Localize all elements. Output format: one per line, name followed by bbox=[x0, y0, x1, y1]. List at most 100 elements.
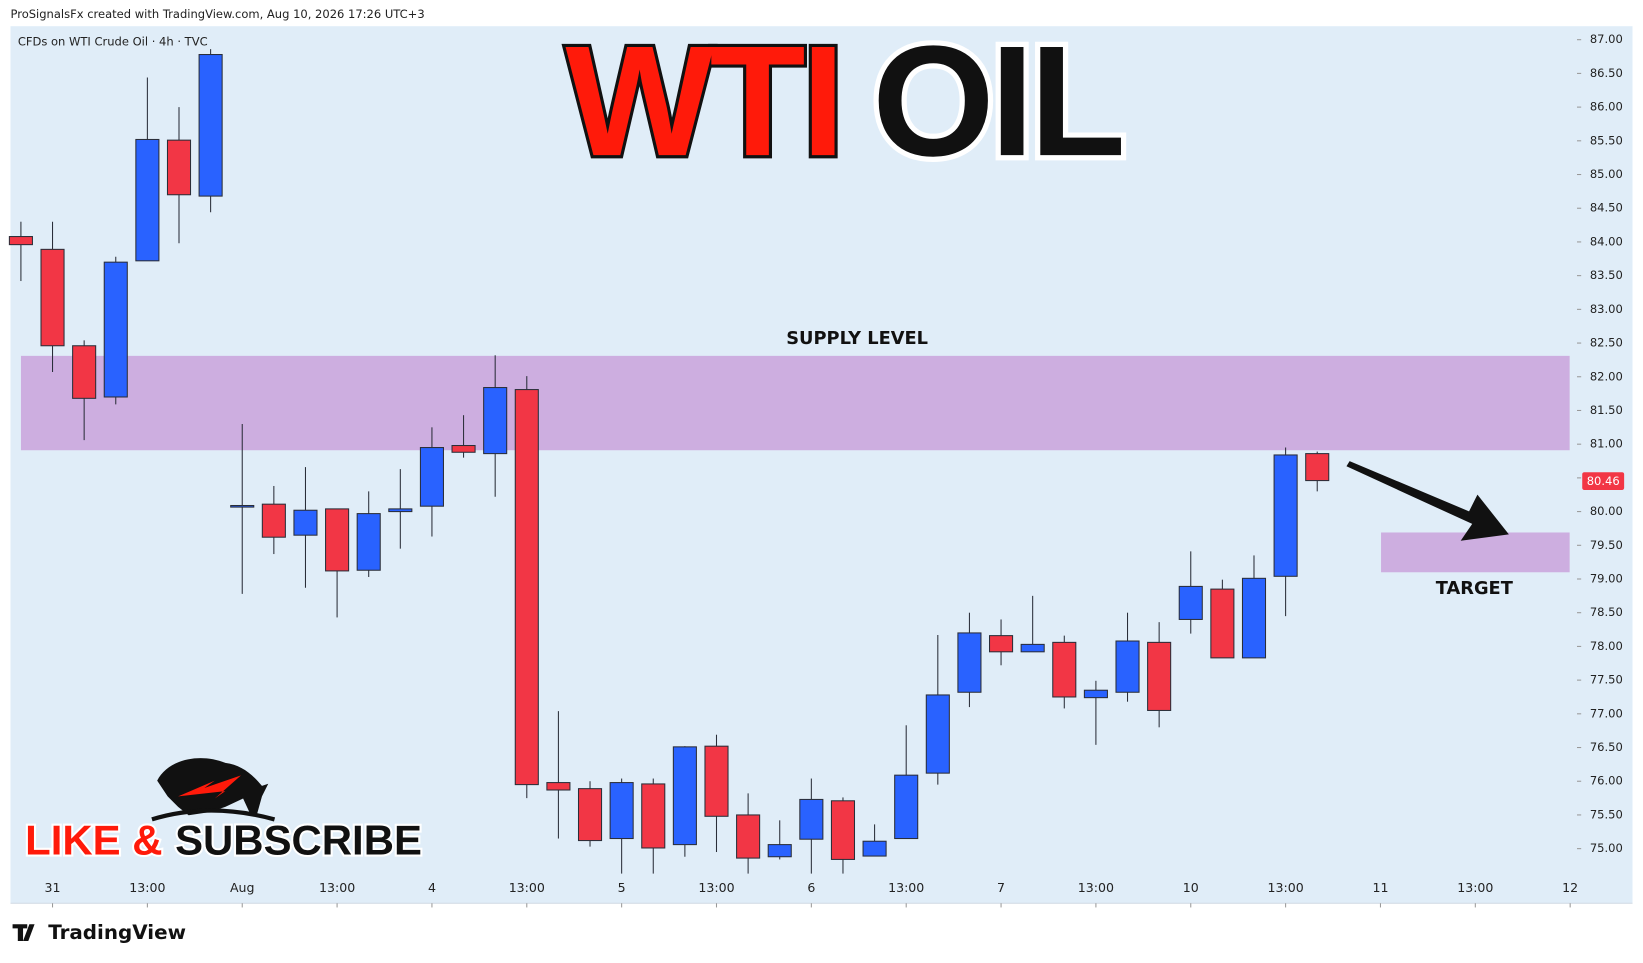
bull-bear-logo bbox=[151, 758, 276, 822]
candle-body bbox=[736, 814, 761, 859]
candle-body bbox=[1178, 585, 1203, 620]
candle-body bbox=[40, 248, 65, 347]
arrow bbox=[1346, 461, 1509, 541]
candle-body bbox=[989, 635, 1014, 653]
candle-body bbox=[1305, 453, 1330, 482]
tv-logo: TradingView bbox=[12, 921, 186, 944]
last-price-label: 80.46 bbox=[1587, 474, 1620, 488]
footer-logo: TradingView bbox=[48, 921, 186, 944]
x-tick-label: 5 bbox=[618, 880, 626, 895]
candle-body bbox=[546, 782, 571, 791]
candle-body bbox=[862, 840, 887, 857]
y-tick-label: 79.00 bbox=[1590, 571, 1623, 585]
candle-body bbox=[325, 508, 350, 572]
symbol: CFDs on WTI Crude Oil · 4h · TVC bbox=[18, 34, 208, 48]
candle-body bbox=[1273, 454, 1298, 577]
y-tick-label: 78.00 bbox=[1590, 639, 1623, 653]
candle-body bbox=[672, 746, 697, 846]
header: ProSignalsFx created with TradingView.co… bbox=[10, 7, 424, 21]
y-tick-label: 82.50 bbox=[1590, 336, 1623, 350]
candle-body bbox=[72, 345, 97, 399]
zone-label: TARGET bbox=[1436, 578, 1514, 599]
cta-part: SUBSCRIBE bbox=[175, 817, 422, 864]
x-tick-label: 13:00 bbox=[129, 880, 165, 895]
y-tick-label: 87.00 bbox=[1590, 32, 1623, 46]
candle-body bbox=[577, 788, 603, 842]
candle-body bbox=[641, 783, 666, 849]
x-tick-label: 4 bbox=[428, 880, 436, 895]
x-tick-label: 31 bbox=[45, 880, 61, 895]
y-tick-label: 76.50 bbox=[1590, 740, 1623, 754]
y-tick-label: 86.00 bbox=[1590, 100, 1623, 114]
candle-body bbox=[261, 503, 286, 538]
zone bbox=[20, 355, 1570, 451]
y-tick-label: 75.00 bbox=[1590, 841, 1623, 855]
candle-body bbox=[1083, 689, 1108, 699]
candle-body bbox=[1241, 577, 1267, 659]
zone-label: SUPPLY LEVEL bbox=[786, 328, 928, 349]
y-tick-label: 83.00 bbox=[1590, 302, 1623, 316]
candle-body bbox=[514, 389, 539, 786]
zones: SUPPLY LEVEL TARGET bbox=[20, 328, 1570, 599]
candle-body bbox=[483, 387, 508, 455]
candle-body bbox=[830, 800, 856, 860]
plot-area bbox=[10, 26, 1633, 904]
y-tick-label: 84.00 bbox=[1590, 234, 1623, 248]
y-tick-label: 84.50 bbox=[1590, 201, 1623, 215]
candle-body bbox=[230, 504, 255, 508]
candle-body bbox=[1020, 643, 1045, 653]
y-tick-label: 81.50 bbox=[1590, 403, 1623, 417]
title-part: OIL bbox=[872, 14, 1122, 189]
titles: WTI OIL LIKE & SUBSCRIBE bbox=[23, 8, 1131, 865]
zone bbox=[1381, 532, 1570, 573]
y-tick-label: 75.50 bbox=[1590, 807, 1623, 821]
candle-body bbox=[356, 513, 381, 571]
candle-body bbox=[419, 447, 444, 507]
candle-body bbox=[609, 782, 634, 840]
y-tick-label: 85.00 bbox=[1590, 167, 1623, 181]
x-tick-label: 13:00 bbox=[1078, 880, 1114, 895]
y-tick-label: 83.50 bbox=[1590, 268, 1623, 282]
y-tick-label: 80.00 bbox=[1590, 504, 1623, 518]
candles bbox=[8, 49, 1330, 874]
chart-title: WTI OIL bbox=[565, 14, 1121, 189]
candle-body bbox=[198, 54, 223, 197]
last-price-box bbox=[1582, 472, 1625, 491]
y-tick-label: 86.50 bbox=[1590, 66, 1623, 80]
y-tick-label: 77.50 bbox=[1590, 673, 1623, 687]
x-tick-label: 11 bbox=[1372, 880, 1388, 895]
candle-body bbox=[1052, 641, 1077, 698]
candle-body bbox=[1210, 588, 1235, 659]
candle-body bbox=[799, 798, 824, 840]
x-tick-label: 13:00 bbox=[1268, 880, 1304, 895]
x-tick-label: 13:00 bbox=[698, 880, 734, 895]
x-tick-label: 6 bbox=[807, 880, 815, 895]
title-part: WTI bbox=[565, 14, 840, 189]
x-tick-label: Aug bbox=[230, 880, 255, 895]
x-tick-label: 7 bbox=[997, 880, 1005, 895]
y-tick-label: 82.00 bbox=[1590, 369, 1623, 383]
y-tick-label: 81.00 bbox=[1590, 437, 1623, 451]
y-tick-label: 85.50 bbox=[1590, 133, 1623, 147]
candle-body bbox=[8, 236, 33, 246]
candle-body bbox=[957, 632, 982, 693]
candle-body bbox=[293, 509, 318, 536]
y-tick-label: 77.00 bbox=[1590, 706, 1623, 720]
x-tick-label: 13:00 bbox=[319, 880, 355, 895]
candle-body bbox=[388, 508, 413, 513]
candle-body bbox=[135, 138, 160, 262]
candle-body bbox=[1147, 641, 1172, 711]
cta-part: LIKE & bbox=[25, 817, 162, 864]
candle-body bbox=[704, 745, 729, 817]
cta: LIKE & SUBSCRIBE bbox=[25, 817, 422, 864]
y-tick-label: 79.50 bbox=[1590, 538, 1623, 552]
candle-body bbox=[166, 139, 192, 196]
x-tick-label: 13:00 bbox=[1457, 880, 1493, 895]
x-tick-label: 10 bbox=[1183, 880, 1199, 895]
candle-body bbox=[894, 774, 919, 840]
x-tick-label: 12 bbox=[1562, 880, 1578, 895]
candle-body bbox=[103, 261, 128, 398]
y-tick-label: 78.50 bbox=[1590, 605, 1623, 619]
